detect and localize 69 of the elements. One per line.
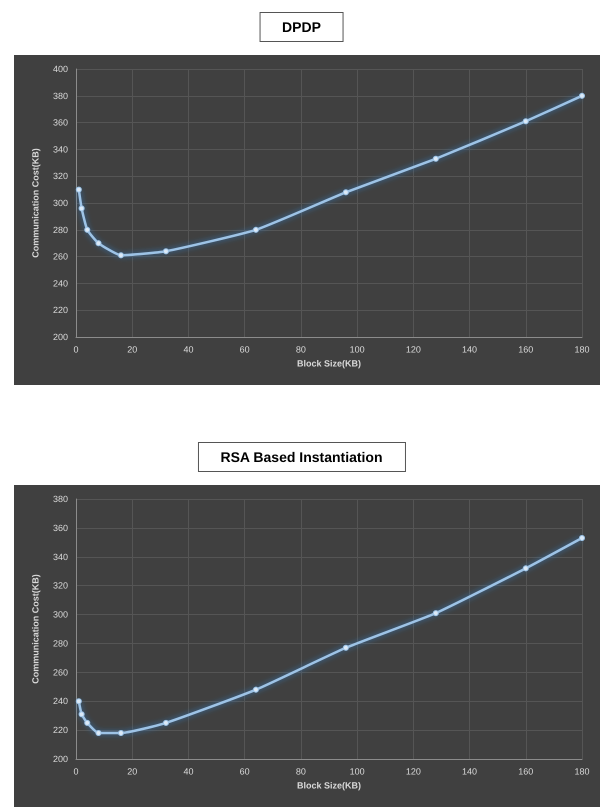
point xyxy=(522,565,529,572)
x-tick-label: 160 xyxy=(518,344,534,354)
x-tick-label: 40 xyxy=(183,766,194,776)
chart-title: RSA Based Instantiation xyxy=(197,442,406,472)
y-tick-label: 220 xyxy=(52,305,68,316)
y-axis-title: Communication Cost(KB) xyxy=(30,148,40,258)
point xyxy=(95,240,102,246)
point xyxy=(84,720,90,726)
y-tick-label: 320 xyxy=(52,580,68,591)
x-tick-label: 140 xyxy=(462,766,478,776)
y-tick-label: 380 xyxy=(52,494,68,504)
point xyxy=(95,730,102,736)
y-tick-label: 300 xyxy=(52,198,68,208)
x-tick-label: 0 xyxy=(73,766,79,776)
point xyxy=(432,610,439,616)
point xyxy=(579,92,585,99)
chart-title: DPDP xyxy=(259,12,344,42)
point xyxy=(432,156,439,162)
point xyxy=(76,186,82,193)
x-tick-label: 80 xyxy=(296,344,306,354)
point xyxy=(84,226,90,233)
x-tick-label: 40 xyxy=(183,344,194,354)
y-tick-label: 200 xyxy=(52,332,68,342)
point xyxy=(579,535,585,541)
x-tick-label: 60 xyxy=(240,766,250,776)
x-tick-label: 100 xyxy=(350,766,365,776)
x-tick-label: 120 xyxy=(406,344,421,354)
x-axis-title: Block Size(KB) xyxy=(296,780,362,790)
x-axis-title: Block Size(KB) xyxy=(296,358,362,368)
point xyxy=(118,730,124,736)
y-tick-label: 360 xyxy=(52,118,68,128)
point xyxy=(252,686,259,693)
point xyxy=(118,252,124,258)
y-tick-label: 320 xyxy=(52,171,68,182)
y-tick-label: 300 xyxy=(52,610,68,620)
y-tick-label: 400 xyxy=(52,64,68,74)
x-tick-label: 160 xyxy=(518,766,534,776)
y-tick-label: 260 xyxy=(52,252,68,262)
point xyxy=(78,205,85,212)
x-tick-label: 100 xyxy=(350,344,365,354)
x-tick-label: 0 xyxy=(73,344,79,354)
y-tick-label: 340 xyxy=(52,144,68,154)
point xyxy=(162,248,169,254)
y-tick-label: 380 xyxy=(52,90,68,101)
point xyxy=(162,720,169,726)
point xyxy=(342,644,349,651)
y-axis-title: Communication Cost(KB) xyxy=(30,574,40,684)
point xyxy=(76,698,82,704)
x-tick-label: 120 xyxy=(406,766,421,776)
y-tick-label: 280 xyxy=(52,224,68,235)
x-tick-label: 60 xyxy=(240,344,250,354)
x-tick-label: 20 xyxy=(127,766,138,776)
x-tick-label: 180 xyxy=(574,766,590,776)
point xyxy=(78,711,85,718)
point xyxy=(342,189,349,196)
y-tick-label: 340 xyxy=(52,552,68,562)
y-tick-label: 280 xyxy=(52,638,68,648)
y-tick-label: 220 xyxy=(52,725,68,736)
point xyxy=(522,118,529,124)
y-tick-label: 260 xyxy=(52,667,68,678)
x-tick-label: 140 xyxy=(462,344,478,354)
x-tick-label: 80 xyxy=(296,766,306,776)
y-tick-label: 200 xyxy=(52,754,68,764)
x-tick-label: 20 xyxy=(127,344,138,354)
x-tick-label: 180 xyxy=(574,344,590,354)
y-tick-label: 360 xyxy=(52,522,68,533)
point xyxy=(252,226,259,233)
y-tick-label: 240 xyxy=(52,696,68,706)
y-tick-label: 240 xyxy=(52,278,68,288)
